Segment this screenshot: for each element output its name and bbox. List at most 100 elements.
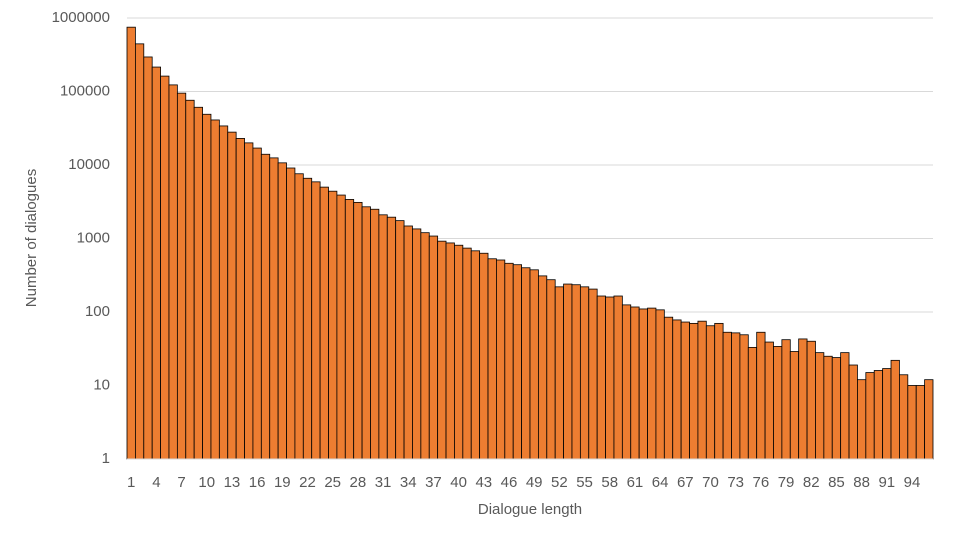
bar <box>344 199 355 460</box>
bar <box>454 244 464 460</box>
bar <box>286 167 296 460</box>
bar <box>319 186 329 460</box>
x-tick-label: 91 <box>878 474 895 491</box>
bar <box>487 258 497 460</box>
bar <box>672 319 682 460</box>
x-tick-label: 67 <box>677 474 694 491</box>
bar <box>680 321 690 460</box>
bar <box>210 119 220 460</box>
bar <box>386 216 397 460</box>
bar <box>815 352 825 460</box>
bar <box>689 322 699 460</box>
x-tick-label: 64 <box>652 474 669 491</box>
bar <box>328 190 338 460</box>
bar <box>378 214 388 460</box>
bar <box>915 385 926 460</box>
bar <box>470 250 481 460</box>
x-tick-label: 82 <box>803 474 820 491</box>
bar <box>252 147 262 460</box>
x-tick-label: 46 <box>501 474 518 491</box>
bar <box>227 131 237 460</box>
bar <box>311 181 321 460</box>
bar <box>529 269 539 460</box>
bar <box>235 138 245 460</box>
bar <box>731 332 741 460</box>
x-tick-label: 85 <box>828 474 845 491</box>
bar <box>890 359 900 460</box>
bar <box>512 264 523 460</box>
y-tick-label: 1000000 <box>52 9 110 26</box>
bar <box>521 267 531 460</box>
bar <box>554 286 564 460</box>
bar <box>395 220 405 460</box>
bar <box>756 331 766 460</box>
x-tick-label: 49 <box>526 474 543 491</box>
bar <box>218 125 229 460</box>
x-tick-label: 55 <box>576 474 593 491</box>
y-tick-label: 1000 <box>77 229 110 246</box>
bar <box>848 364 858 460</box>
x-tick-label: 88 <box>853 474 870 491</box>
bar <box>882 368 892 460</box>
bar <box>781 339 791 460</box>
bar <box>168 84 178 460</box>
bar <box>176 92 187 460</box>
bar <box>747 346 758 460</box>
bar <box>151 66 161 460</box>
bar <box>705 325 716 460</box>
x-tick-label: 25 <box>324 474 341 491</box>
x-tick-label: 22 <box>299 474 316 491</box>
y-axis-title: Number of dialogues <box>23 169 40 307</box>
bar <box>663 316 674 460</box>
x-tick-label: 34 <box>400 474 417 491</box>
x-tick-label: 40 <box>450 474 467 491</box>
bar <box>185 99 195 460</box>
x-tick-label: 52 <box>551 474 568 491</box>
bar <box>420 232 430 460</box>
bar <box>134 43 145 460</box>
bar <box>857 379 867 460</box>
bar <box>361 206 371 460</box>
bar <box>336 194 346 460</box>
bar <box>714 322 724 460</box>
bar <box>722 331 732 460</box>
bar <box>571 284 581 460</box>
bar <box>202 113 212 460</box>
bar <box>764 341 774 460</box>
bar <box>546 279 556 460</box>
bar <box>873 370 884 460</box>
x-tick-label: 16 <box>249 474 266 491</box>
x-tick-label: 43 <box>475 474 492 491</box>
bar <box>462 247 472 460</box>
bar <box>613 295 623 460</box>
x-tick-label: 13 <box>224 474 241 491</box>
bar <box>621 304 632 460</box>
y-tick-label: 100000 <box>60 82 110 99</box>
y-tick-label: 10 <box>93 376 110 393</box>
bar <box>563 283 573 460</box>
bar <box>277 162 287 460</box>
bar <box>588 288 598 460</box>
x-tick-label: 7 <box>177 474 185 491</box>
y-tick-label: 100 <box>85 303 110 320</box>
bar <box>370 208 380 460</box>
bar <box>403 225 413 460</box>
x-tick-label: 73 <box>727 474 744 491</box>
bar <box>193 106 203 460</box>
bar <box>412 228 422 460</box>
x-tick-label: 61 <box>627 474 644 491</box>
x-tick-label: 10 <box>198 474 215 491</box>
x-axis-title: Dialogue length <box>478 501 582 518</box>
y-tick-label: 10000 <box>68 156 110 173</box>
bar <box>899 374 909 460</box>
x-tick-label: 31 <box>375 474 392 491</box>
bar <box>143 56 153 460</box>
bar <box>798 338 808 460</box>
bar <box>579 286 590 460</box>
bar <box>924 379 934 460</box>
y-tick-label: 1 <box>102 450 110 467</box>
x-tick-label: 58 <box>601 474 618 491</box>
bar <box>428 235 439 460</box>
bar <box>269 157 279 460</box>
